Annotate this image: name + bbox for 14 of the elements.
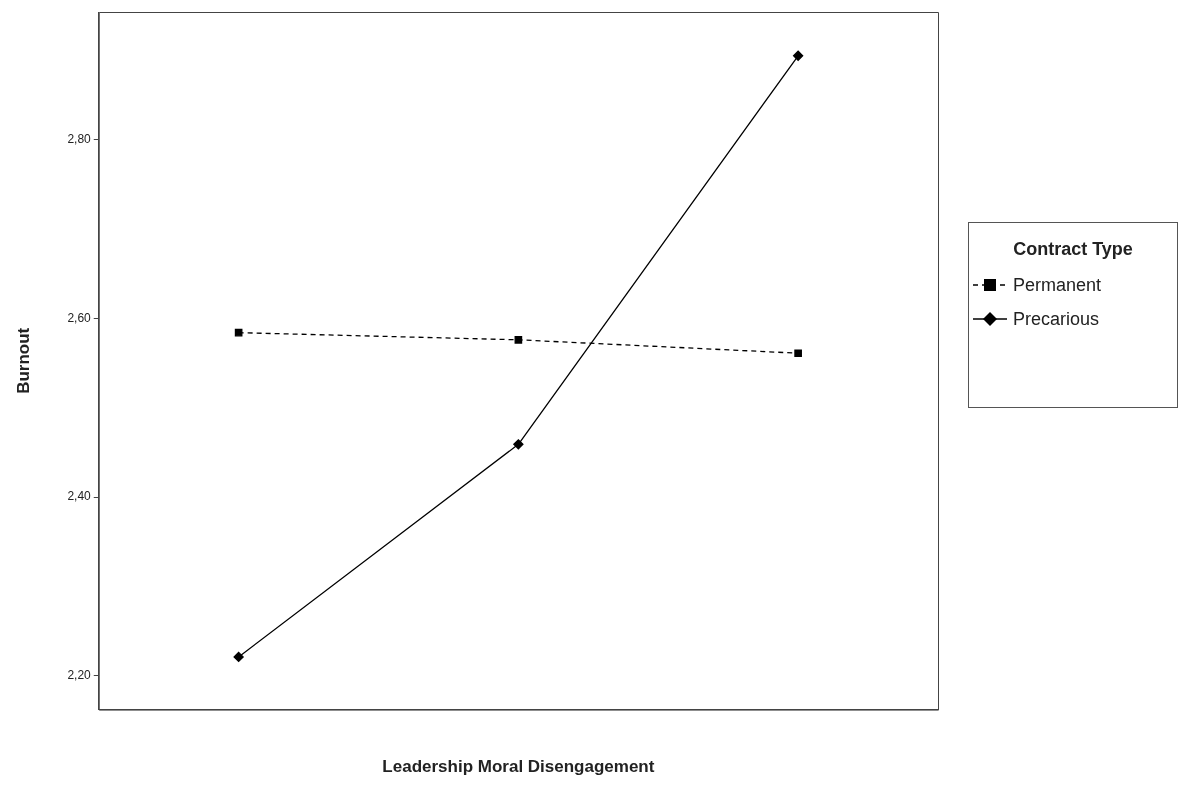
y-tick-label: 2,60 [67, 310, 92, 325]
legend-label: Precarious [1013, 308, 1100, 330]
point [792, 50, 804, 61]
legend-label: Permanent [1013, 274, 1102, 296]
legend-title: Contract Type [1012, 239, 1134, 260]
y-tick-label: 2,20 [67, 667, 92, 682]
y-tick-label: 2,40 [67, 489, 92, 504]
point [514, 335, 523, 344]
y-axis-title: Burnout [13, 327, 33, 394]
point [794, 349, 802, 358]
point [233, 651, 244, 663]
point [513, 439, 524, 450]
x-axis-title: Leadership Moral Disengagement [382, 757, 655, 777]
y-tick-label: 2,80 [67, 132, 92, 147]
